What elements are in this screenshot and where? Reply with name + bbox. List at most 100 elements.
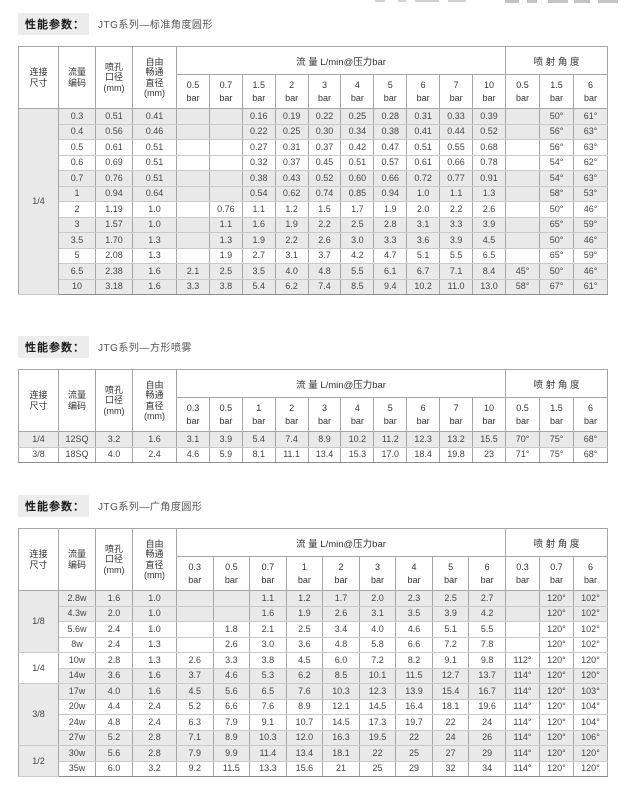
cell-spray-angle: 50° — [539, 108, 575, 125]
cell-flow-rate: 6.7 — [406, 263, 441, 280]
col-header-connection-size: 连接 尺寸 — [18, 369, 59, 432]
cell-flow-rate: 0.27 — [241, 139, 276, 156]
cell-flow-rate: 15.6 — [285, 760, 324, 777]
cell-orifice-diameter: 3.2 — [95, 431, 133, 448]
table-row: 0.5 0.61 0.51 0.27 0.31 0.37 0.42 0.47 0.51 0.55 0… — [19, 139, 609, 156]
cell-flow-rate: 5.1 — [431, 621, 470, 638]
col-header-free-passage-diameter: 自由 畅通 直径 (mm) — [132, 369, 177, 432]
table-row: 1/4 0.3 0.51 0.41 0.16 0.19 0.22 0.25 0.28 0.31 0.… — [18, 108, 609, 295]
page-edge-artifact — [548, 0, 568, 3]
cell-flow-rate: 3.4 — [322, 621, 360, 638]
cell-flow-rate: 15.3 — [340, 446, 375, 463]
pressure-col-header: 5 bar — [431, 556, 470, 591]
cell-flow-rate: 3.7 — [307, 247, 342, 264]
angle-group-header: 喷 射 角 度 — [505, 46, 609, 75]
col-header-orifice-diameter: 喷孔 口径 (mm) — [95, 369, 133, 432]
cell-flow-rate: 3.8 — [208, 278, 243, 295]
spec-section-wide-angle-round: 性能参数： JTG系列—广角度圆形 连接 尺寸 流量 编码 喷孔 口径 (mm) 自由… — [18, 494, 609, 777]
cell-flow-rate: 9.1 — [249, 714, 287, 731]
cell-flow-rate: 17.3 — [358, 714, 397, 731]
cell-flow-rate: 22 — [431, 714, 470, 731]
cell-flow-rate: 5.9 — [208, 446, 243, 463]
cell-connection-size: 1/8 — [18, 590, 59, 653]
cell-flow-rate: 14.5 — [358, 698, 397, 715]
cell-flow-code: 10w — [58, 652, 96, 669]
cell-flow-code: 0.5 — [58, 139, 96, 156]
section-title-row: 性能参数： JTG系列—标准角度圆形 — [18, 12, 608, 35]
cell-free-passage-diameter: 1.3 — [132, 652, 177, 669]
cell-orifice-diameter: 0.94 — [95, 185, 133, 202]
table-row: 1/4 12SQ 3.2 1.6 3.1 3.9 5.4 7.4 8.9 10.2 11.2 12.3… — [18, 431, 609, 448]
pressure-col-header: 1 bar — [285, 556, 324, 591]
pressure-col-header: 7 bar — [439, 74, 474, 109]
pressure-col-header: 7 bar — [439, 397, 474, 432]
cell-free-passage-diameter: 2.8 — [132, 745, 177, 762]
cell-flow-rate: 0.19 — [274, 108, 309, 125]
cell-flow-code: 14w — [58, 667, 96, 684]
cell-flow-rate: 3.1 — [406, 216, 441, 233]
pressure-col-header: 0.5 bar — [505, 397, 541, 432]
pressure-col-header: 3 bar — [358, 556, 397, 591]
cell-flow-rate: 1.8 — [212, 621, 251, 638]
cell-flow-rate: 1.6 — [249, 605, 287, 622]
pressure-col-header: 1.5 bar — [539, 74, 575, 109]
cell-flow-rate: 0.51 — [406, 139, 441, 156]
cell-flow-rate: 24 — [468, 714, 506, 731]
cell-flow-rate: 6.3 — [176, 714, 214, 731]
angle-group-header: 喷 射 角 度 — [505, 369, 609, 398]
cell-spray-angle: 120° — [538, 652, 574, 669]
cell-flow-rate: 32 — [431, 760, 470, 777]
cell-flow-rate: 0.38 — [241, 170, 276, 187]
cell-flow-rate — [176, 139, 210, 156]
cell-flow-rate: 0.72 — [406, 170, 441, 187]
cell-orifice-diameter: 5.2 — [95, 729, 133, 746]
cell-flow-rate: 1.9 — [241, 232, 276, 249]
col-header-flow-code: 流量 编码 — [58, 46, 96, 109]
cell-orifice-diameter: 0.61 — [95, 139, 133, 156]
cell-spray-angle: 56° — [539, 139, 575, 156]
cell-flow-rate: 1.3 — [472, 185, 507, 202]
cell-spray-angle: 106° — [572, 729, 609, 746]
cell-flow-rate: 6.6 — [212, 698, 251, 715]
cell-flow-rate: 0.77 — [439, 170, 474, 187]
cell-free-passage-diameter: 1.0 — [132, 621, 177, 638]
cell-flow-rate: 0.61 — [406, 154, 441, 171]
cell-flow-rate: 3.0 — [249, 636, 287, 653]
cell-flow-rate: 0.60 — [340, 170, 375, 187]
cell-orifice-diameter: 2.4 — [95, 636, 133, 653]
cell-flow-rate: 5.5 — [340, 263, 375, 280]
pressure-col-header: 0.7 bar — [249, 556, 287, 591]
cell-flow-rate: 0.66 — [439, 154, 474, 171]
col-header-free-passage-diameter: 自由 畅通 直径 (mm) — [132, 528, 177, 591]
cell-flow-rate: 24 — [431, 729, 470, 746]
cell-orifice-diameter: 2.38 — [95, 263, 133, 280]
cell-flow-code: 0.6 — [58, 154, 96, 171]
pressure-col-header: 0.3 bar — [504, 556, 540, 591]
cell-free-passage-diameter: 1.6 — [132, 278, 177, 295]
cell-flow-rate: 4.2 — [468, 605, 506, 622]
cell-flow-rate: 13.0 — [472, 278, 507, 295]
cell-flow-rate: 0.91 — [472, 170, 507, 187]
cell-flow-rate: 3.9 — [439, 232, 474, 249]
cell-free-passage-diameter: 1.6 — [132, 667, 177, 684]
cell-flow-rate: 1.6 — [241, 216, 276, 233]
cell-spray-angle: 114° — [504, 760, 540, 777]
cell-flow-rate — [212, 605, 251, 622]
cell-free-passage-diameter: 1.0 — [132, 216, 177, 233]
cell-flow-rate: 0.31 — [274, 139, 309, 156]
table-row: 20w 4.4 2.4 5.2 6.6 7.6 8.9 12.1 14.5 16.4 18.1 19.… — [19, 698, 609, 715]
cell-connection-size: 1/2 — [18, 745, 59, 777]
cell-flow-rate: 6.1 — [373, 263, 408, 280]
pressure-col-header: 1.5 bar — [539, 397, 575, 432]
cell-spray-angle: 114° — [504, 698, 540, 715]
section-label: 性能参数： — [18, 494, 89, 517]
cell-flow-rate: 2.5 — [208, 263, 243, 280]
cell-connection-size: 3/8 — [18, 446, 59, 463]
cell-flow-rate: 2.2 — [274, 232, 309, 249]
cell-flow-code: 35w — [58, 760, 96, 777]
pressure-header-row: 0.5 bar 0.7 bar 1.5 bar 2 bar 3 bar 4 bar 5 ba… — [19, 74, 609, 109]
cell-flow-rate — [208, 123, 243, 140]
table-row: 10 3.18 1.6 3.3 3.8 5.4 6.2 7.4 8.5 9.4 10.2 11.0 13… — [19, 278, 609, 295]
cell-free-passage-diameter: 1.0 — [132, 605, 177, 622]
pressure-col-header: 4 bar — [340, 397, 375, 432]
